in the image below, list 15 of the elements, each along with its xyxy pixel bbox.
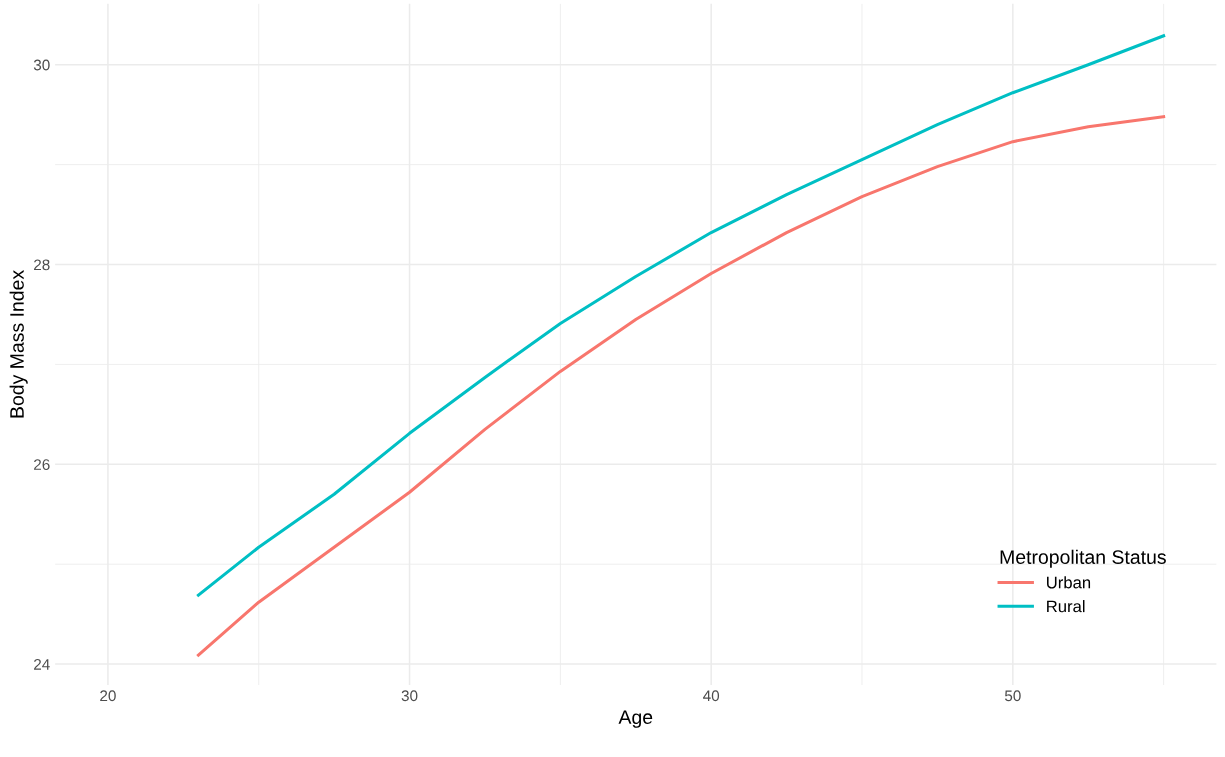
x-tick-label: 30 xyxy=(401,690,418,702)
line-series xyxy=(196,115,1166,657)
y-tick-label: 30 xyxy=(33,59,50,71)
legend-label: Rural xyxy=(1047,600,1085,613)
y-axis-title: Body Mass Index xyxy=(9,270,28,418)
y-tick-label: 24 xyxy=(34,658,50,670)
y-tick-label: 28 xyxy=(34,259,50,271)
x-tick-label: 20 xyxy=(100,690,116,702)
legend-title: Metropolitan Status xyxy=(1000,549,1166,568)
x-tick-label: 40 xyxy=(703,690,720,702)
x-tick-label: 50 xyxy=(1004,690,1021,702)
line-series xyxy=(196,34,1166,597)
legend-label: Urban xyxy=(1047,576,1091,589)
y-tick-label: 26 xyxy=(34,459,50,470)
x-axis-title: Age xyxy=(618,710,653,728)
